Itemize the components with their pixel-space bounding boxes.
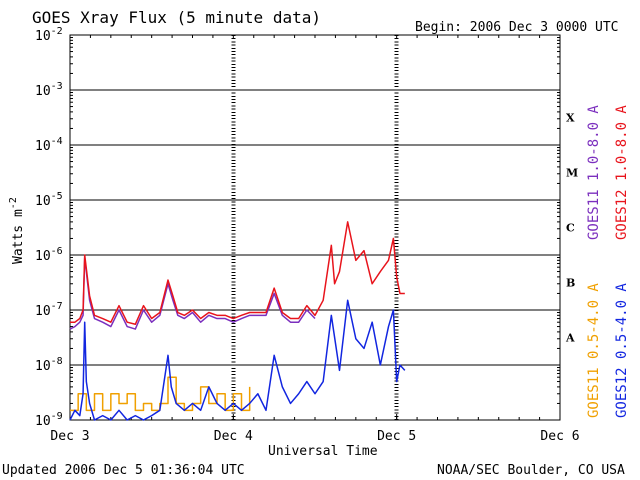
x-axis-label: Universal Time — [268, 444, 378, 459]
flare-class-label: X — [566, 112, 575, 125]
flare-class-label: A — [565, 332, 575, 345]
credit-label: NOAA/SEC Boulder, CO USA — [437, 463, 625, 478]
legend-entry: GOES12 1.0-8.0 A — [614, 105, 630, 240]
y-tick-label: 10-8 — [35, 356, 63, 374]
chart-title: GOES Xray Flux (5 minute data) — [32, 8, 321, 27]
y-axis-label-text: Watts m-2 — [8, 197, 26, 264]
y-tick-label: 10-4 — [35, 136, 63, 154]
y-tick-label: 10-2 — [35, 26, 63, 44]
plot-frame — [69, 34, 561, 421]
series-line-goes11-1-0-8-0-a — [69, 256, 316, 330]
flare-class-label: C — [566, 222, 575, 235]
updated-timestamp: Updated 2006 Dec 5 01:36:04 UTC — [2, 463, 245, 478]
y-tick-label: 10-5 — [35, 191, 63, 209]
flare-class-label: M — [566, 167, 578, 180]
y-axis-label: Watts m-2 — [8, 197, 26, 264]
series-line-goes12-1-0-8-0-a — [70, 221, 405, 326]
y-tick-label: 10-7 — [35, 301, 63, 319]
flare-class-label: B — [566, 277, 575, 290]
x-tick-label: Dec 3 — [50, 429, 89, 444]
legend-entry: GOES11 1.0-8.0 A — [586, 105, 602, 240]
y-tick-label: 10-6 — [35, 246, 63, 264]
x-tick-label: Dec 4 — [214, 429, 253, 444]
begin-label: Begin: 2006 Dec 3 0000 UTC — [415, 20, 619, 35]
series-line-goes11-0-5-4-0-a — [70, 376, 251, 412]
legend-entry: GOES12 0.5-4.0 A — [614, 283, 630, 418]
y-tick-label: 10-3 — [35, 81, 63, 99]
legend-entry: GOES11 0.5-4.0 A — [586, 283, 602, 418]
x-tick-label: Dec 5 — [377, 429, 416, 444]
x-tick-label: Dec 6 — [540, 429, 579, 444]
series-line-goes12-0-5-4-0-a — [69, 299, 406, 421]
y-tick-label: 10-9 — [35, 411, 63, 429]
